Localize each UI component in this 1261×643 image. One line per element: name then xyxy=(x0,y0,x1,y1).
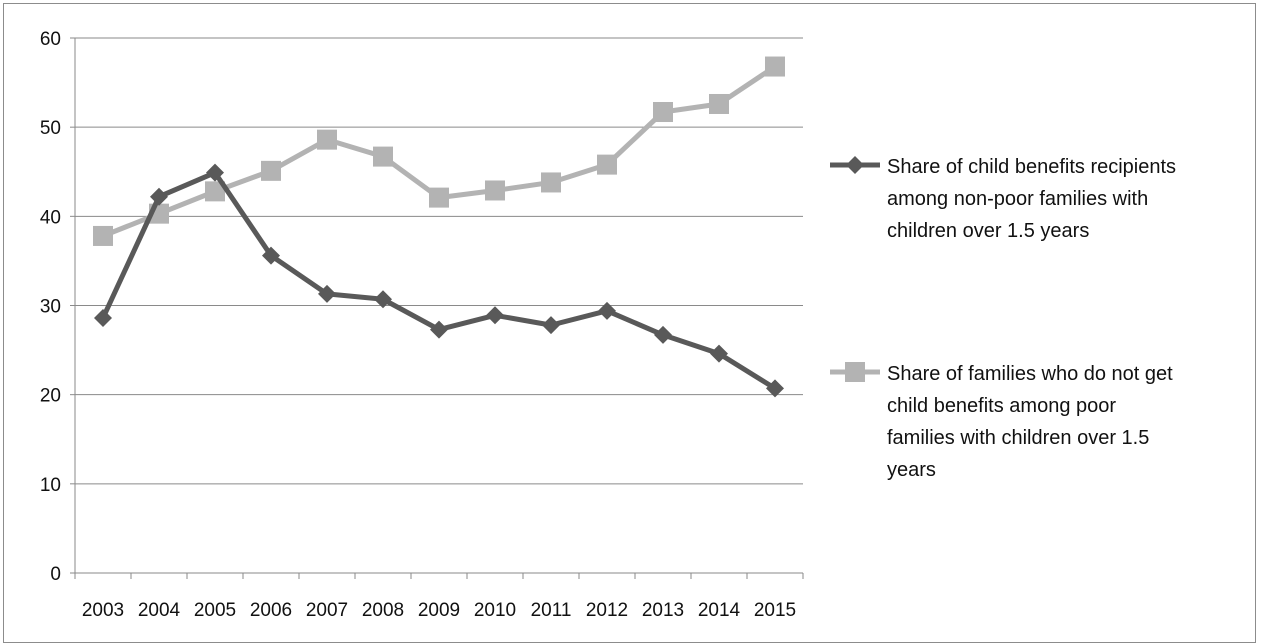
axes: 0 10 20 30 40 50 60 2003 2004 2005 2006 2007 2008 200… xyxy=(40,29,804,621)
data-point xyxy=(317,129,337,150)
data-point xyxy=(261,160,281,181)
y-tick-label: 40 xyxy=(40,207,61,228)
series-line xyxy=(102,64,777,239)
y-tick-label: 60 xyxy=(40,29,61,50)
x-tick-label: 2008 xyxy=(362,600,404,621)
x-tick-label: 2015 xyxy=(754,600,796,621)
data-point xyxy=(429,187,449,208)
legend-label: Share of families who do not get xyxy=(887,363,1173,385)
legend-label: child benefits among poor xyxy=(887,395,1116,417)
x-tick-label: 2011 xyxy=(531,600,572,621)
series-1 xyxy=(94,163,784,398)
data-point xyxy=(93,225,113,246)
legend-label: among non-poor families with xyxy=(887,188,1148,210)
data-point xyxy=(766,379,784,398)
y-tick-label: 20 xyxy=(40,386,61,407)
legend-swatch-marker xyxy=(846,156,864,174)
data-point xyxy=(597,154,617,175)
x-tick-label: 2012 xyxy=(586,600,628,621)
y-tick-label: 30 xyxy=(40,297,61,318)
legend-label: years xyxy=(887,459,936,481)
data-point xyxy=(710,344,728,363)
data-point xyxy=(262,246,280,265)
legend-swatch-marker xyxy=(845,362,865,382)
x-tick-label: 2010 xyxy=(474,600,516,621)
y-tick-label: 10 xyxy=(40,475,61,496)
legend-entry-1: Share of child benefits recipients among … xyxy=(830,156,1176,242)
data-point xyxy=(654,325,672,344)
data-point xyxy=(485,180,505,201)
x-tick-label: 2009 xyxy=(418,600,460,621)
x-tick-label: 2006 xyxy=(250,600,292,621)
series-2 xyxy=(93,56,785,246)
x-tick-label: 2003 xyxy=(82,600,124,621)
legend-label: families with children over 1.5 xyxy=(887,427,1149,449)
y-tick-label: 50 xyxy=(40,118,61,139)
x-tick-label: 2004 xyxy=(138,600,181,621)
x-tick-label: 2014 xyxy=(698,600,741,621)
legend-label: Share of child benefits recipients xyxy=(887,156,1176,178)
data-point xyxy=(430,320,448,339)
legend: Share of child benefits recipients among … xyxy=(830,156,1176,481)
gridlines xyxy=(75,37,803,485)
data-point xyxy=(653,102,673,123)
data-point xyxy=(206,163,224,182)
data-point xyxy=(94,308,112,327)
data-point xyxy=(542,316,560,335)
data-point xyxy=(709,93,729,114)
data-point xyxy=(598,301,616,320)
data-point xyxy=(205,181,225,202)
data-point xyxy=(486,306,504,325)
data-point xyxy=(374,290,392,309)
data-point xyxy=(150,187,168,206)
data-point xyxy=(541,172,561,193)
x-tick-label: 2005 xyxy=(194,600,236,621)
data-point xyxy=(373,146,393,167)
data-point xyxy=(318,284,336,303)
series xyxy=(93,56,785,398)
legend-entry-2: Share of families who do not get child be… xyxy=(830,362,1173,481)
x-tick-label: 2007 xyxy=(306,600,348,621)
x-tick-label: 2013 xyxy=(642,600,684,621)
y-tick-label: 0 xyxy=(50,564,61,585)
legend-label: children over 1.5 years xyxy=(887,220,1089,242)
data-point xyxy=(765,56,785,77)
